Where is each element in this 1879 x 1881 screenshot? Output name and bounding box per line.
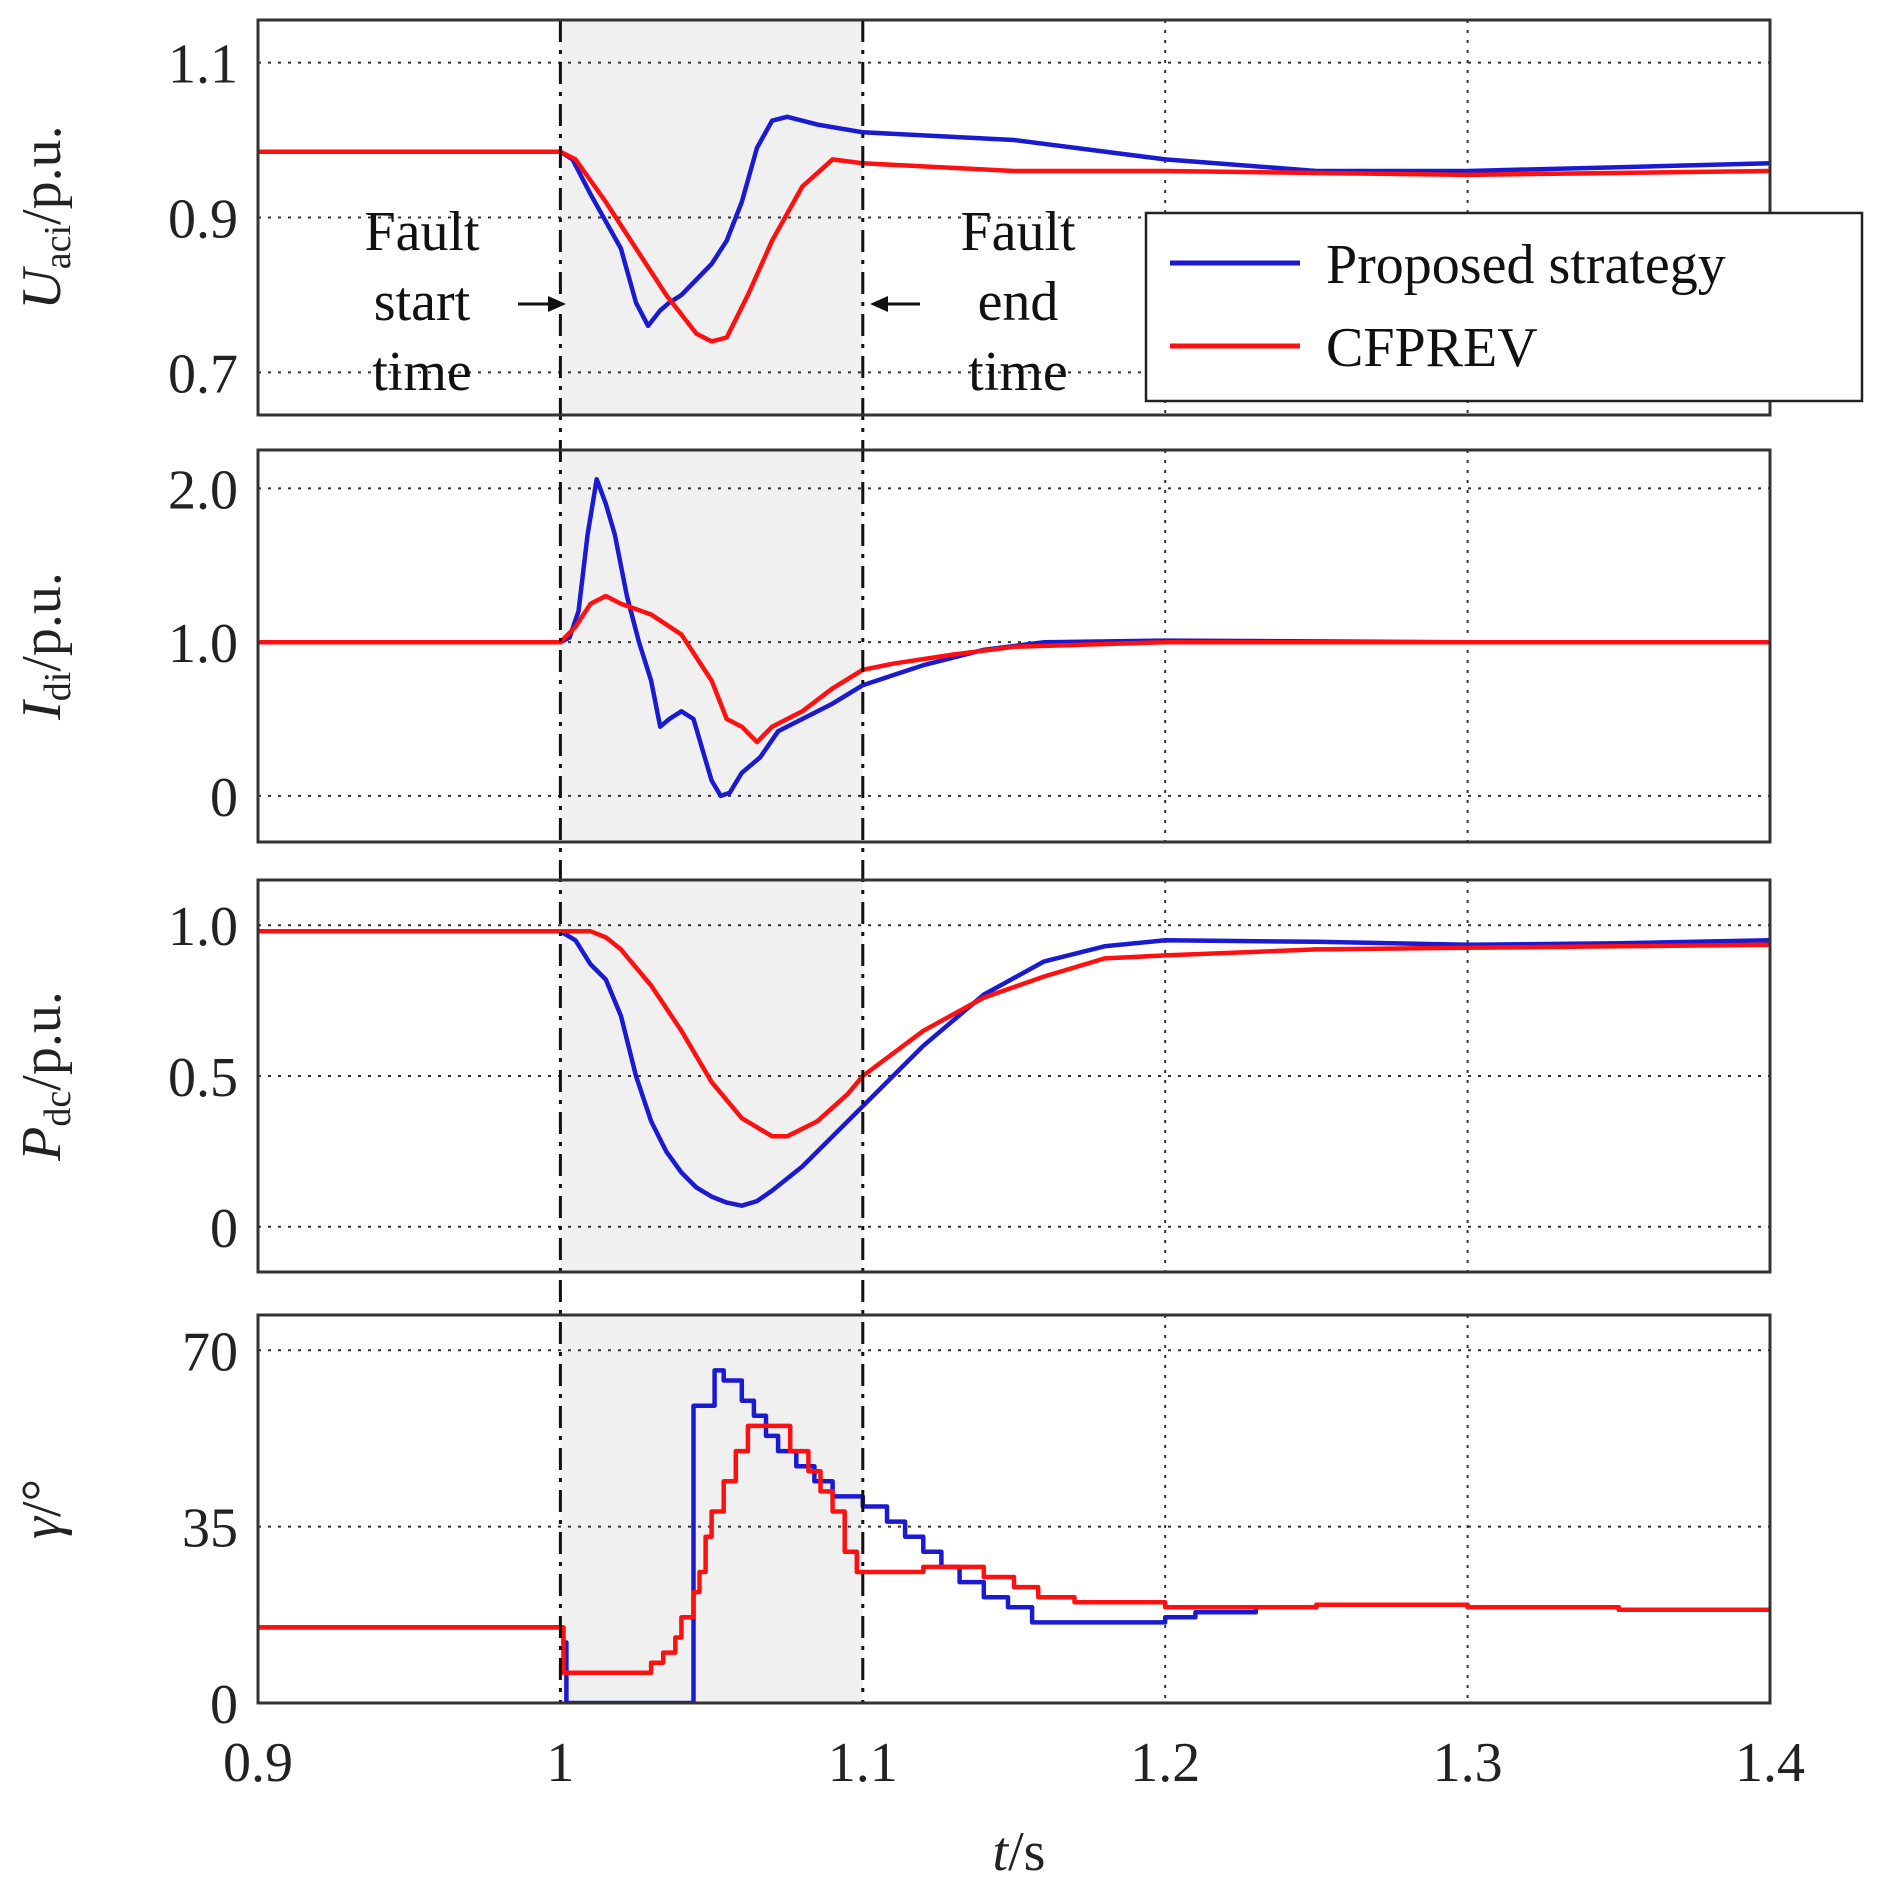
y-axis-label-var: U [11,266,73,310]
fault-end-line-1: Fault [960,201,1076,263]
y-axis-label-sub: dc [37,1091,79,1127]
fault-end-line-3: time [968,341,1068,403]
fault-lines [558,20,865,1703]
y-axis-label-sub: aci [37,225,79,269]
y-axis-label-unit: /p.u. [11,572,73,672]
y-axis-label-var: I [11,699,73,721]
x-axis-label: t/s [993,1821,1046,1881]
axes-frame-panel-3 [256,878,1772,1274]
ytick-label-panel-3-0: 0 [210,1198,238,1260]
ytick-label-panel-3-2: 1.0 [168,896,238,958]
fault-start-line-1: Fault [364,201,480,263]
fault-start-annotation: Fault start time [364,201,566,403]
ytick-label-panel-2-1: 1.0 [168,613,238,675]
fault-start-line-2: start [374,271,471,333]
ytick-label-panel-4-1: 35 [182,1498,238,1560]
series-line-panel-1-cfprev [258,149,1770,344]
ytick-label-panel-2-2: 2.0 [168,459,238,521]
axes-frame-panel-4 [256,1313,1772,1705]
xtick-label-5: 1.4 [1735,1732,1805,1794]
ytick-label-panel-1-2: 1.1 [168,34,238,96]
ytick-label-panel-4-0: 0 [210,1674,238,1736]
ytick-label-panel-4-2: 70 [182,1321,238,1383]
x-tick-labels: 0.9 1 1.1 1.2 1.3 1.4 [223,1732,1805,1794]
ytick-label-panel-3-1: 0.5 [168,1047,238,1109]
series-layer [258,114,1770,1703]
series-line-panel-4-cfprev [258,1423,1770,1676]
xtick-label-3: 1.2 [1130,1732,1200,1794]
series-line-panel-3-cfprev [258,929,1770,1139]
fault-start-line-3: time [372,341,472,403]
y-axis-label-sub: di [37,672,79,702]
fault-end-annotation: Fault end time [870,201,1076,403]
fault-start-arrow [518,296,566,312]
ytick-label-panel-1-0: 0.7 [168,343,238,405]
y-tick-labels: 0.7 0.9 1.1 0 1.0 2.0 0 0.5 1.0 0 35 70 [168,34,238,1736]
y-axis-label-unit: /p.u. [11,991,73,1091]
y-axis-label-panel-2: Idi/p.u. [11,572,79,721]
x-axis-label-unit: /s [1008,1821,1045,1881]
fault-window-shading [560,20,863,1703]
x-axis-label-var: t [993,1821,1010,1881]
series-line-panel-4-proposed-strategy [258,1368,1727,1703]
xtick-label-4: 1.3 [1433,1732,1503,1794]
series-line-panel-1-proposed-strategy [258,114,1770,329]
y-axis-label-panel-4: γ/° [11,1479,73,1539]
axes-frame-panel-2 [256,448,1772,844]
y-axis-label-var: P [11,1127,73,1162]
fault-end-arrow [870,296,920,312]
y-axis-labels: Uaci/p.u.Idi/p.u.Pdc/p.u.γ/° [11,125,79,1539]
xtick-label-0: 0.9 [223,1732,293,1794]
ytick-label-panel-2-0: 0 [210,767,238,829]
xtick-label-2: 1.1 [828,1732,898,1794]
series-line-panel-2-proposed-strategy [258,476,1770,799]
legend-label-proposed-strategy: Proposed strategy [1326,234,1726,296]
fault-shade-panel-4 [560,1315,863,1703]
y-axis-label-unit: /° [11,1479,73,1517]
fault-end-line-2: end [978,271,1059,333]
legend-label-cfprev: CFPREV [1326,317,1538,379]
y-axis-label-unit: /p.u. [11,125,73,225]
y-axis-label-var: γ [11,1515,73,1539]
xtick-label-1: 1 [546,1732,574,1794]
legend: Proposed strategy CFPREV [1144,211,1864,403]
y-axis-label-panel-3: Pdc/p.u. [11,991,79,1162]
legend-box [1144,211,1864,403]
y-axis-label-panel-1: Uaci/p.u. [11,125,79,309]
series-line-panel-3-proposed-strategy [258,929,1770,1208]
series-line-panel-2-cfprev [258,593,1770,745]
ytick-label-panel-1-1: 0.9 [168,189,238,251]
